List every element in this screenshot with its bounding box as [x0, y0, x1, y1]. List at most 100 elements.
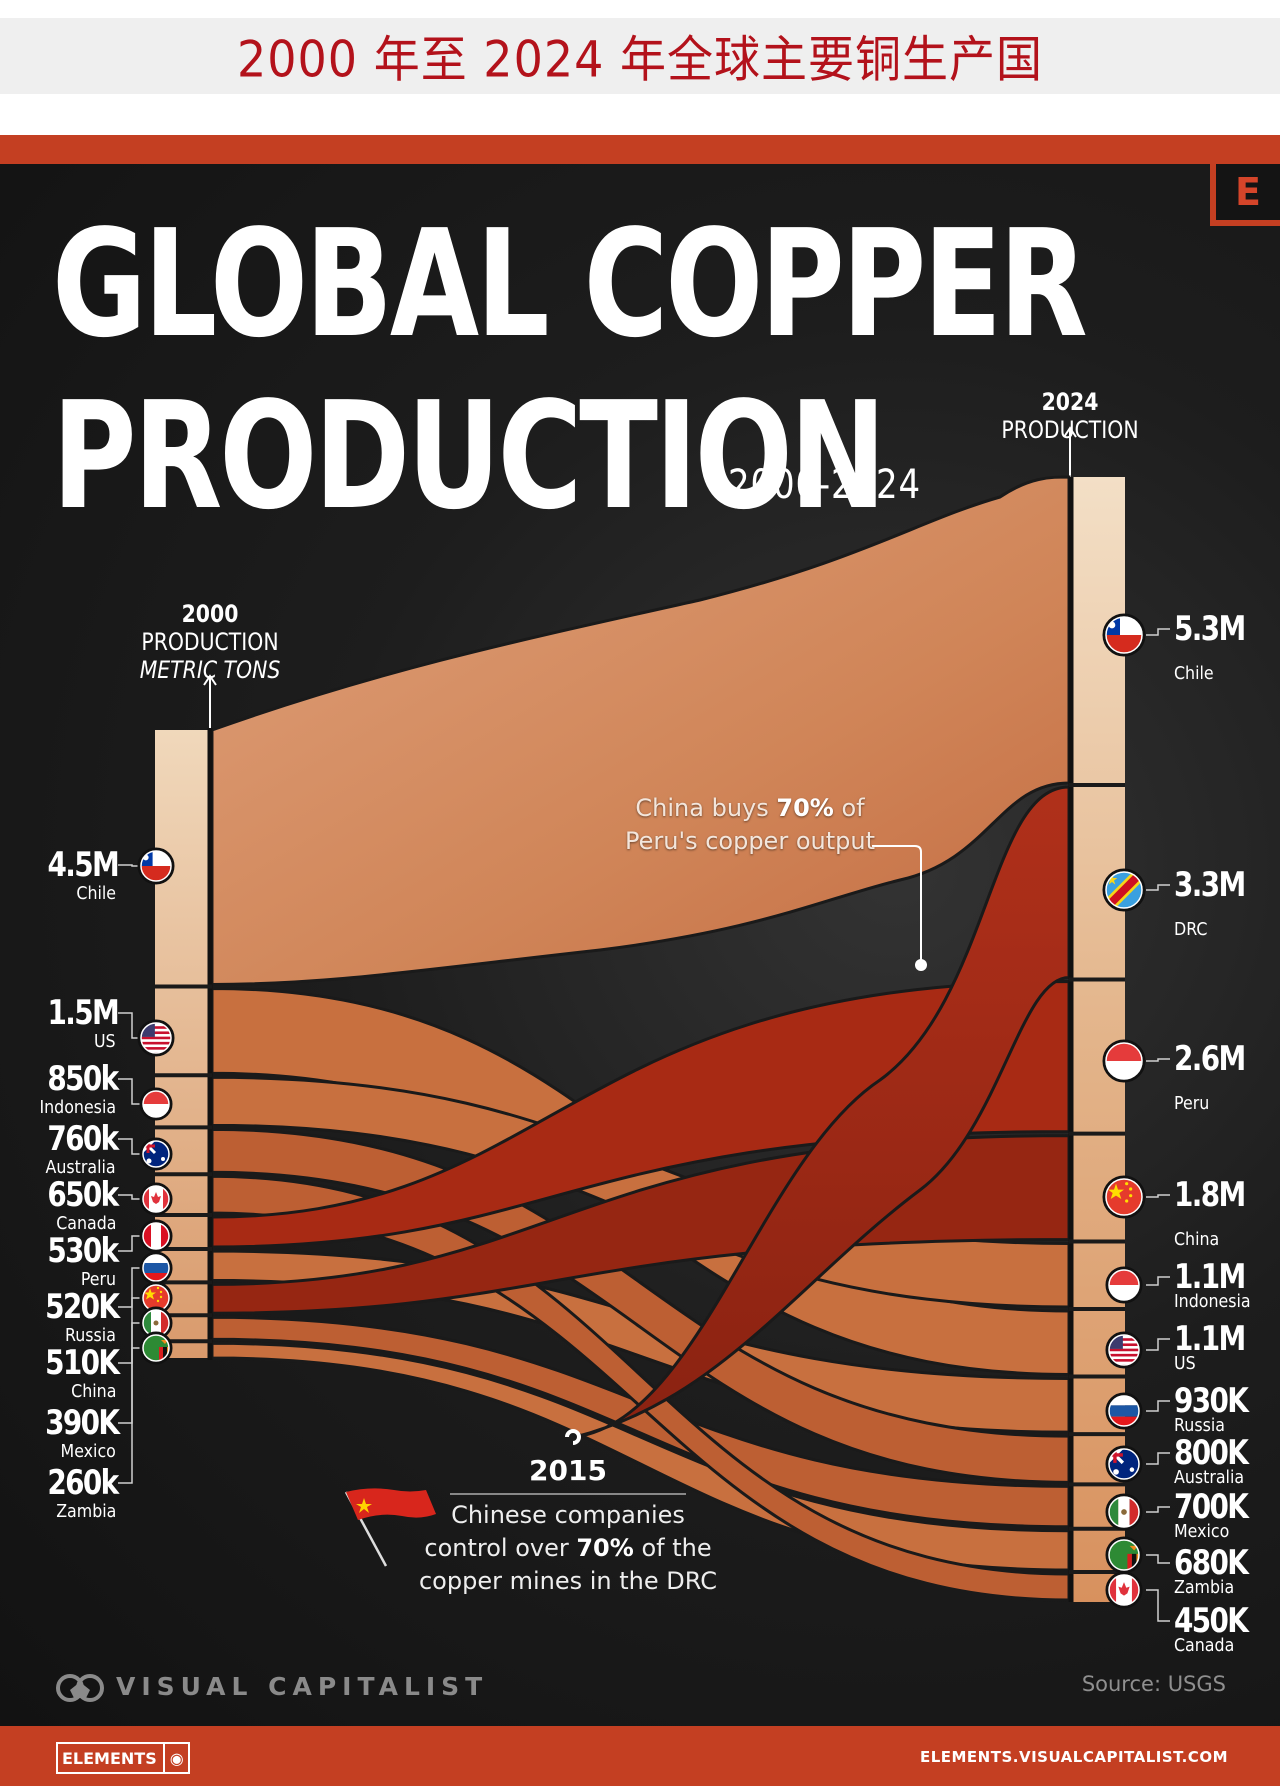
right-drc-flag-icon [1102, 868, 1146, 912]
left-indonesia-flag-icon [139, 1087, 173, 1121]
value-2000-indonesia: 850k [47, 1059, 120, 1099]
country-2024-peru: Peru [1174, 1093, 1210, 1114]
country-2024-mexico: Mexico [1174, 1521, 1230, 1542]
footer-band [0, 1726, 1280, 1786]
page-title: 2000 年至 2024 年全球主要铜生产国 [237, 30, 1043, 89]
value-2024-china: 1.8M [1174, 1175, 1246, 1215]
left-axis-label: 2000 PRODUCTION METRIC TONS [117, 600, 304, 684]
value-2024-us: 1.1M [1174, 1319, 1246, 1359]
right-china-flag-icon [1102, 1175, 1146, 1219]
right-mexico-flag-icon [1105, 1493, 1143, 1531]
right-axis-year: 2024 [1041, 388, 1099, 416]
title-line-2: PRODUCTION [52, 370, 886, 542]
china-flag-on-pole-icon [344, 1488, 436, 1567]
value-2024-mexico: 700K [1174, 1487, 1249, 1527]
country-2024-canada: Canada [1174, 1635, 1235, 1656]
elements-badge: ELEMENTS ◉ [56, 1742, 190, 1774]
infographic-subtitle: 2000-2024 [728, 462, 921, 508]
left-australia-flag-icon [139, 1137, 173, 1171]
country-2000-zambia: Zambia [55, 1501, 116, 1522]
left-chile-flag-icon [137, 847, 175, 885]
value-2000-canada: 650k [47, 1175, 120, 1215]
top-accent-band [0, 135, 1280, 164]
right-us-flag-icon [1105, 1331, 1143, 1369]
right-chile-flag-icon [1102, 613, 1146, 657]
left-canada-flag-icon [139, 1182, 173, 1216]
right-russia-flag-icon [1105, 1392, 1143, 1430]
country-2000-china: China [70, 1381, 116, 1402]
value-2024-russia: 930K [1174, 1381, 1249, 1421]
flow-band-drc [574, 785, 1071, 1439]
annot-text: copper mines in the DRC [418, 1567, 717, 1595]
right-zambia-flag-icon [1105, 1536, 1143, 1574]
value-2000-us: 1.5M [47, 993, 119, 1033]
country-2024-us: US [1174, 1353, 1196, 1374]
country-2024-drc: DRC [1174, 919, 1208, 940]
peru-annotation-leader [872, 845, 922, 965]
drc-annotation: 2015 Chinese companies control over 70% … [410, 1454, 726, 1598]
country-2000-canada: Canada [55, 1213, 116, 1234]
country-2000-mexico: Mexico [60, 1441, 116, 1462]
elements-url[interactable]: ELEMENTS.VISUALCAPITALIST.COM [919, 1748, 1228, 1766]
country-2024-chile: Chile [1174, 663, 1214, 684]
value-2000-chile: 4.5M [47, 845, 119, 885]
value-2024-canada: 450K [1174, 1601, 1249, 1641]
country-2000-us: US [94, 1031, 116, 1052]
infographic-title: GLOBAL COPPER PRODUCTION [52, 198, 1088, 542]
country-2000-australia: Australia [45, 1157, 116, 1178]
binoculars-icon [56, 1674, 104, 1702]
flow-band-chile [210, 475, 1071, 986]
elements-logo-icon: E [1210, 164, 1280, 226]
left-axis-text: PRODUCTION [141, 628, 279, 656]
country-2000-chile: Chile [76, 883, 116, 904]
value-2024-australia: 800K [1174, 1433, 1249, 1473]
value-2024-drc: 3.3M [1174, 865, 1246, 905]
value-2000-mexico: 390K [44, 1403, 120, 1443]
country-2024-indonesia: Indonesia [1174, 1291, 1251, 1312]
brand-name: VISUAL CAPITALIST [116, 1671, 489, 1701]
value-2000-china: 510K [44, 1343, 120, 1383]
left-zambia-flag-icon [139, 1331, 173, 1365]
left-us-flag-icon [137, 1019, 175, 1057]
annot-text: of the [633, 1534, 712, 1562]
annot-text: China buys [635, 794, 777, 822]
left-china-flag-icon [139, 1281, 173, 1315]
value-2024-chile: 5.3M [1174, 609, 1246, 649]
value-2000-russia: 520K [44, 1287, 120, 1327]
source-label: Source: USGS [1081, 1672, 1226, 1696]
page-header: 2000 年至 2024 年全球主要铜生产国 [0, 18, 1280, 94]
value-2024-zambia: 680K [1174, 1543, 1249, 1583]
elements-badge-text: ELEMENTS [62, 1748, 157, 1768]
value-2024-indonesia: 1.1M [1174, 1257, 1246, 1297]
binoculars-small-icon: ◉ [162, 1744, 184, 1772]
left-axis-year: 2000 [181, 600, 239, 628]
annot-text: of [833, 794, 865, 822]
right-canada-flag-icon [1105, 1571, 1143, 1609]
annot-bold: 70% [576, 1534, 634, 1562]
country-2024-russia: Russia [1174, 1415, 1225, 1436]
right-indonesia-flag-icon [1105, 1266, 1143, 1304]
country-2024-china: China [1174, 1229, 1220, 1250]
left-peru-flag-icon [139, 1219, 173, 1253]
annot-text: Chinese companies [451, 1501, 685, 1529]
country-2000-peru: Peru [80, 1269, 116, 1290]
right-peru-flag-icon [1102, 1039, 1146, 1083]
annot-text: control over [424, 1534, 577, 1562]
value-2000-australia: 760k [47, 1119, 120, 1159]
peru-annotation: China buys 70% of Peru's copper output [600, 792, 900, 858]
country-2000-russia: Russia [65, 1325, 116, 1346]
value-2000-peru: 530k [47, 1231, 120, 1271]
country-2024-zambia: Zambia [1174, 1577, 1235, 1598]
country-2000-indonesia: Indonesia [39, 1097, 116, 1118]
title-line-1: GLOBAL COPPER [52, 198, 1088, 370]
right-australia-flag-icon [1105, 1445, 1143, 1483]
value-2000-zambia: 260k [47, 1463, 120, 1503]
annot-text: Peru's copper output [625, 827, 875, 855]
visual-capitalist-logo: VISUAL CAPITALIST [56, 1668, 488, 1704]
value-2024-peru: 2.6M [1174, 1039, 1246, 1079]
annot-year: 2015 [450, 1454, 686, 1495]
annot-bold: 70% [776, 794, 834, 822]
drc-annotation-marker [565, 1429, 581, 1445]
